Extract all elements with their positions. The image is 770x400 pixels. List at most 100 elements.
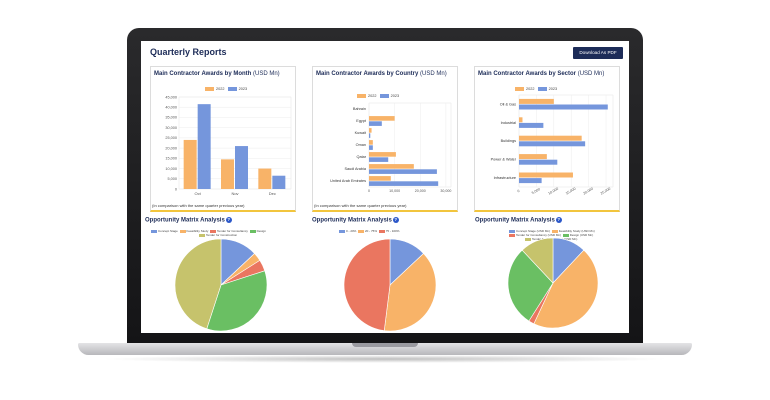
page-title: Quarterly Reports: [150, 47, 227, 57]
legend-swatch: [358, 229, 365, 233]
x-tick-label: 0: [517, 189, 521, 193]
y-tick-label: 25,000: [165, 136, 177, 140]
bar-2022-oman: [369, 140, 373, 145]
bar-2023-infrastructure: [519, 178, 542, 184]
y-tick-label: 0: [175, 187, 177, 191]
pie-slice-tender-for-construction: [174, 238, 222, 330]
pie-slice-tender-for-construction-usd-mn: [521, 237, 554, 284]
pie-slice-feasibility-study-usd-mn: [533, 249, 599, 329]
legend-swatch-2022: [515, 87, 524, 91]
month-card: Main Contractor Awards by Month (USD Mn)…: [150, 66, 296, 212]
bar-2022-united-arab-emirates: [369, 176, 391, 181]
legend-swatch: [509, 233, 515, 237]
plot-frame: [368, 102, 452, 188]
y-tick-label: 35,000: [165, 116, 177, 120]
matrix-title-3: Opportunity Matrix Analysis?: [475, 217, 562, 224]
bar-2022-infrastructure: [519, 172, 573, 178]
legend-swatch: [199, 233, 205, 237]
bar-2023-buildings: [519, 141, 586, 147]
x-tick-label: 10,000: [389, 189, 400, 193]
bar-2022-qatar: [369, 152, 396, 157]
legend-swatch: [551, 229, 558, 233]
x-tick-label: Dec: [269, 191, 276, 196]
pie1-legend-row2: Tender for Construction: [199, 233, 237, 237]
pie-chart-stage: [174, 238, 268, 332]
download-pdf-button[interactable]: Download As PDF: [573, 47, 623, 59]
bar-2023-oman: [369, 145, 373, 150]
help-icon[interactable]: ?: [392, 217, 399, 223]
bar-2023-kuwait: [369, 133, 371, 138]
country-card-title: Main Contractor Awards by Country (USD M…: [316, 71, 447, 77]
pie-slice-20-75: [383, 253, 437, 331]
y-tick-label: 10,000: [165, 167, 177, 171]
y-tick-label: Saudi Arabia: [344, 167, 366, 171]
legend-swatch-2022: [357, 94, 366, 98]
x-tick-label: 25,000: [600, 187, 612, 196]
y-tick-label: Industrial: [501, 121, 517, 125]
legend-swatch: [151, 229, 157, 233]
legend-swatch-2023: [537, 87, 547, 91]
bar-2023-industrial: [519, 122, 544, 128]
y-tick-label: Oman: [356, 143, 366, 147]
y-tick-label: Egypt: [356, 119, 367, 123]
y-tick-label: United Arab Emirates: [330, 179, 366, 183]
pie3-legend: Concept Stage (USD Mn) Feasibility Study…: [509, 229, 595, 233]
y-tick-label: 15,000: [165, 157, 177, 161]
y-tick-label: Qatar: [357, 155, 367, 159]
bar-2023-power-water: [519, 159, 558, 165]
bar-2022-oct: [183, 139, 197, 189]
x-tick-label: 10,000: [548, 187, 560, 196]
legend-swatch: [249, 229, 256, 233]
x-tick-label: 30,000: [440, 189, 451, 193]
y-tick-label: 40,000: [165, 106, 177, 110]
pie2-legend: 0 - 20% 20 - 75% 75 - 100%: [339, 229, 399, 233]
laptop-shadow: [100, 355, 670, 363]
help-icon[interactable]: ?: [225, 217, 232, 223]
pie-chart-value: [507, 237, 599, 329]
help-icon[interactable]: ?: [555, 217, 562, 223]
legend-swatch: [210, 229, 217, 233]
bar-2022-dec: [258, 168, 272, 189]
legend-swatch-2022: [205, 87, 214, 91]
laptop-base: [78, 343, 692, 355]
country-bar-chart: 0 10,000 20,000 30,000 Bahrain Egypt Kuwait Oma…: [330, 102, 452, 193]
bar-2023-saudi-arabia: [369, 169, 437, 174]
legend-swatch: [378, 229, 385, 233]
y-tick-label: Bahrain: [353, 107, 366, 111]
x-tick-label: 20,000: [582, 187, 594, 196]
pie-slice-75-100: [343, 238, 391, 331]
y-tick-label: 5,000: [167, 177, 177, 181]
y-tick-label: Infrastructure: [494, 176, 516, 180]
country-card: Main Contractor Awards by Country (USD M…: [312, 66, 458, 212]
pie-slice-design-usd-mn: [507, 249, 554, 322]
legend-swatch: [562, 233, 569, 237]
bar-2022-nov: [221, 159, 234, 189]
y-tick-label: Power & Water: [491, 158, 517, 162]
legend-swatch-2023: [227, 87, 237, 91]
legend-swatch: [525, 237, 531, 241]
bar-2023-nov: [235, 146, 248, 189]
x-tick-label: 20,000: [415, 189, 426, 193]
y-tick-label: Buildings: [501, 139, 517, 143]
pie3-legend-row2: Tender for Consultancy (USD Mn) Design (…: [509, 233, 593, 237]
x-tick-label: Oct: [195, 191, 202, 196]
y-tick-label: 30,000: [165, 126, 177, 130]
x-tick-label: 15,000: [565, 187, 577, 196]
sector-bar-chart: 0 5,000 10,000 15,000 20,000 25,000 Oil & Gas I…: [491, 94, 614, 196]
bar-2023-qatar: [369, 157, 389, 162]
y-tick-label: Oil & Gas: [500, 102, 516, 106]
pie-chart-progress: [343, 238, 437, 331]
legend-swatch-2023: [379, 94, 389, 98]
bar-2022-saudi-arabia: [369, 164, 414, 169]
month-card-note: (In comparison with the same quarter pre…: [152, 203, 245, 208]
x-tick-label: 5,000: [531, 187, 541, 195]
month-bar-chart: 0 5,000 10,000 15,000 20,000 25,000 30,000 35,0…: [165, 95, 292, 196]
y-tick-label: 20,000: [165, 146, 177, 150]
legend-swatch: [179, 229, 186, 233]
bar-2023-oil-gas: [519, 104, 608, 110]
bar-2022-egypt: [369, 116, 395, 121]
bar-2022-industrial: [519, 117, 523, 123]
laptop-screen: Quarterly Reports Download As PDF Main C…: [141, 41, 629, 333]
country-legend: 2022 2023: [357, 94, 399, 98]
